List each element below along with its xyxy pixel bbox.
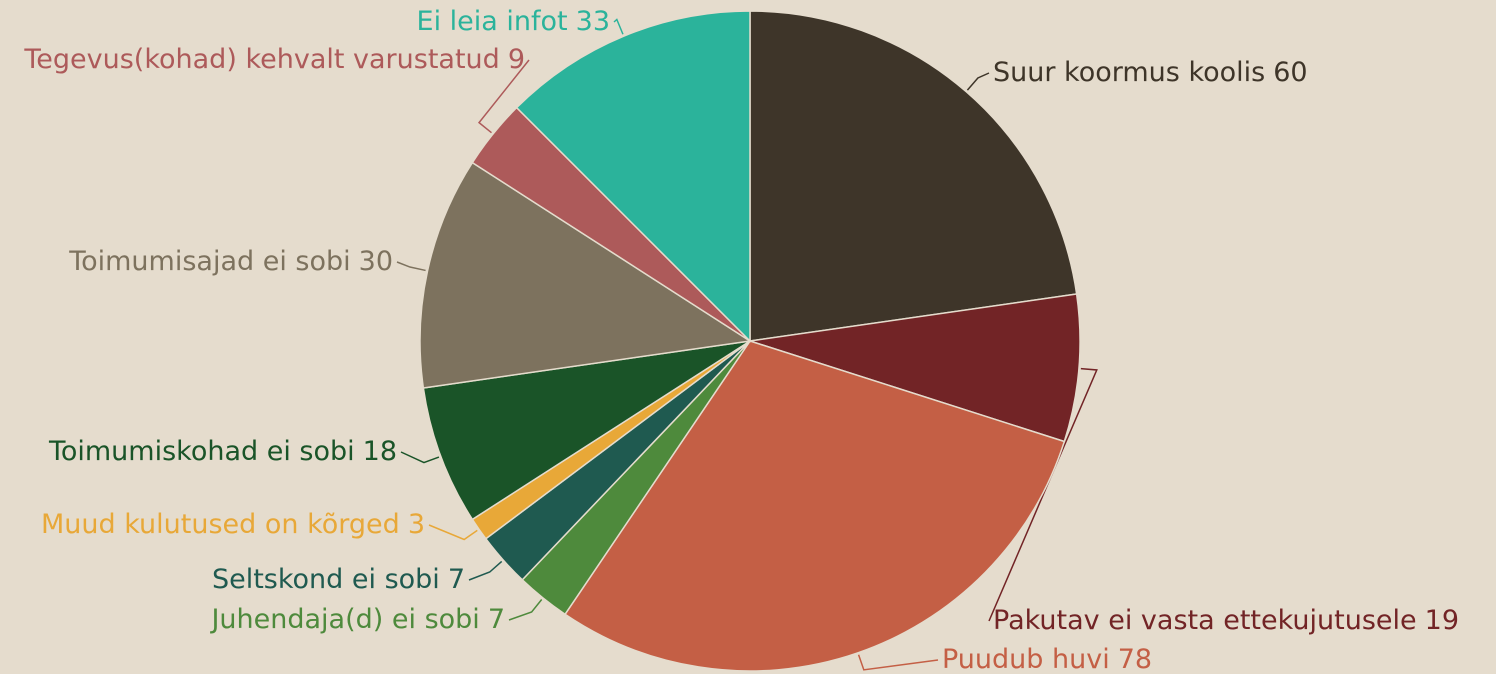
label-name: Toimumiskohad ei sobi xyxy=(48,436,355,467)
label-name: Pakutav ei vasta ettekujutusele xyxy=(993,605,1417,636)
label-name: Toimumisajad ei sobi xyxy=(68,246,350,277)
slice-label: Toimumisajad ei sobi 30 xyxy=(68,246,393,277)
label-value: 19 xyxy=(1425,605,1459,636)
slice-label: Juhendaja(d) ei sobi 7 xyxy=(209,604,505,635)
label-name: Seltskond ei sobi xyxy=(212,564,440,595)
slice-label: Ei leia infot 33 xyxy=(417,6,610,37)
label-value: 7 xyxy=(488,604,505,635)
slice-label: Toimumiskohad ei sobi 18 xyxy=(48,436,397,467)
leader-line xyxy=(966,72,990,91)
pie-slice xyxy=(515,10,751,343)
pie-slice xyxy=(419,161,753,389)
pie-slice xyxy=(749,293,1081,443)
leader-line xyxy=(396,261,426,272)
label-name: Ei leia infot xyxy=(417,6,568,37)
label-value: 7 xyxy=(448,564,465,595)
leader-line xyxy=(428,524,478,541)
label-name: Suur koormus koolis xyxy=(993,57,1265,88)
leader-line xyxy=(988,367,1098,622)
label-name: Puudub huvi xyxy=(942,644,1110,674)
label-value: 60 xyxy=(1273,57,1307,88)
leader-line xyxy=(508,599,543,621)
label-value: 3 xyxy=(408,509,425,540)
slice-label: Puudub huvi 78 xyxy=(942,644,1152,674)
slice-label: Tegevus(kohad) kehvalt varustatud 9 xyxy=(23,44,525,75)
label-value: 78 xyxy=(1118,644,1152,674)
label-name: Tegevus(kohad) kehvalt varustatud xyxy=(23,44,499,75)
pie-slice xyxy=(749,10,1078,342)
label-value: 30 xyxy=(359,246,393,277)
slice-label: Suur koormus koolis 60 xyxy=(993,57,1308,88)
slice-label: Seltskond ei sobi 7 xyxy=(212,564,465,595)
label-value: 9 xyxy=(508,44,525,75)
label-value: 18 xyxy=(363,436,397,467)
label-value: 33 xyxy=(576,6,610,37)
leader-line xyxy=(468,560,503,581)
leader-line xyxy=(857,654,939,671)
label-name: Juhendaja(d) ei sobi xyxy=(209,604,479,635)
pie-slice xyxy=(563,340,1066,672)
leader-line xyxy=(613,18,624,35)
pie-slice xyxy=(422,340,751,521)
slice-label: Muud kulutused on kõrged 3 xyxy=(41,509,425,540)
leader-line xyxy=(477,59,530,134)
slice-label: Pakutav ei vasta ettekujutusele 19 xyxy=(993,605,1459,636)
label-name: Muud kulutused on kõrged xyxy=(41,509,400,540)
leader-line xyxy=(400,451,440,464)
